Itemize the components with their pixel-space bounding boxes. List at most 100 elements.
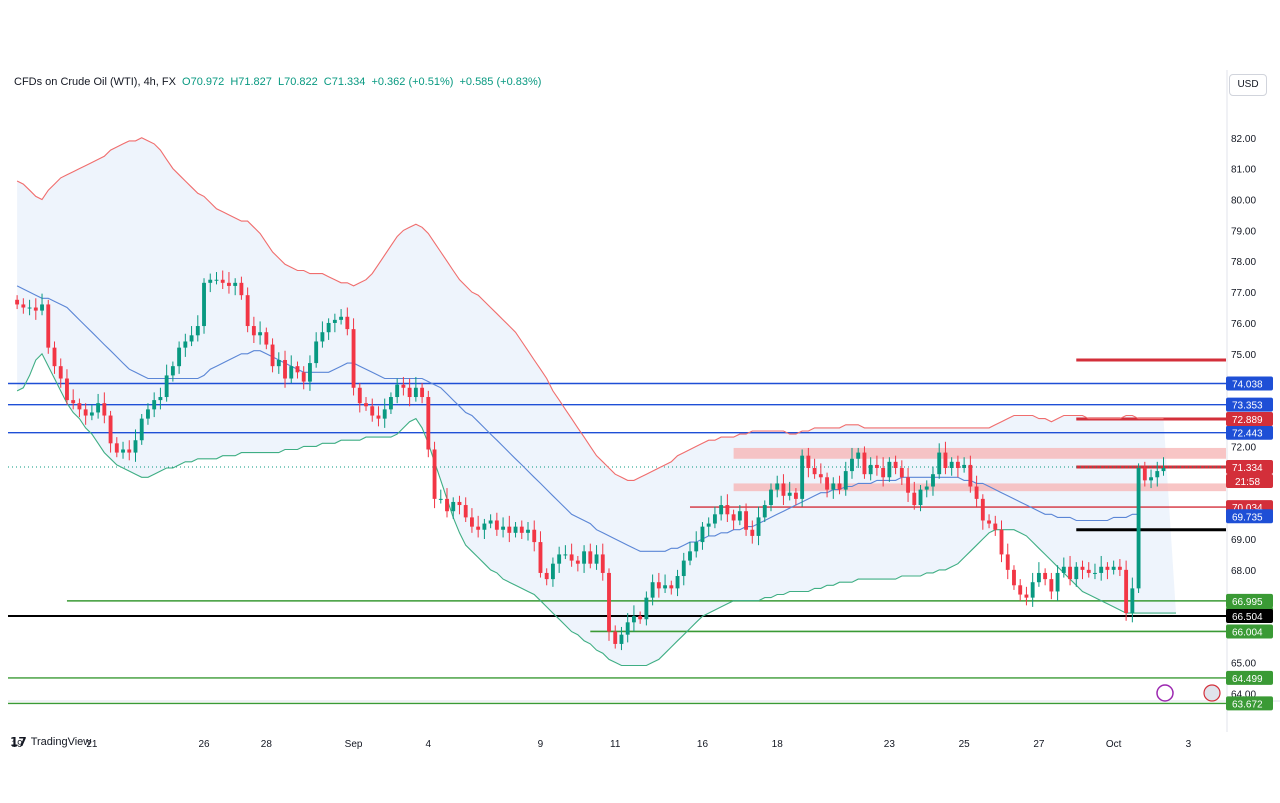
low-value: L70.822 <box>277 76 318 88</box>
candle-body <box>818 474 823 478</box>
candle-body <box>607 572 611 632</box>
candle-body <box>457 501 462 506</box>
symbol-label[interactable]: CFDs on Crude Oil (WTI), 4h, FX <box>14 76 176 88</box>
candle-body <box>881 468 886 478</box>
candle-body <box>1149 477 1153 481</box>
candle-body <box>1155 471 1160 478</box>
candle-body <box>77 403 82 410</box>
candle-body <box>89 412 94 416</box>
level-price-label-2: 72.443 <box>1232 429 1263 440</box>
level-price-label-6: 70.034 <box>1232 503 1263 514</box>
x-tick-label: 4 <box>426 739 432 750</box>
currency-button[interactable]: USD <box>1229 74 1267 96</box>
candle-body <box>27 307 32 309</box>
candle-body <box>139 418 144 441</box>
candle-body <box>993 523 998 530</box>
candle-body <box>968 464 973 487</box>
candle-body <box>924 486 929 490</box>
candle-body <box>170 366 175 376</box>
candle-body <box>438 498 443 500</box>
candle-body <box>195 326 200 336</box>
candle-body <box>856 452 861 459</box>
candle-body <box>712 514 717 524</box>
candle-body <box>351 329 356 388</box>
candle-body <box>58 366 63 379</box>
candle-body <box>955 461 960 469</box>
candle-body <box>382 409 387 419</box>
chart-legend: CFDs on Crude Oil (WTI), 4h, FX O70.972 … <box>14 76 544 88</box>
candle-body <box>1074 566 1079 580</box>
level-price-label-13: 64.499 <box>1232 674 1263 685</box>
candle-body <box>227 282 231 286</box>
candle-body <box>706 523 711 527</box>
level-price-tag-1 <box>1226 397 1273 412</box>
candle-body <box>1043 572 1048 580</box>
candle-body <box>1030 582 1035 598</box>
candle-body <box>550 563 555 580</box>
candle-body <box>644 597 649 620</box>
candle-body <box>245 295 250 327</box>
x-tick-label: 16 <box>697 739 709 750</box>
candle-body <box>943 452 948 469</box>
candle-body <box>283 359 287 379</box>
candle-body <box>413 387 418 398</box>
candle-body <box>575 560 580 564</box>
candle-body <box>345 316 350 330</box>
candle-body <box>251 326 256 336</box>
tradingview-logo[interactable]: 𝟭𝟳 TradingView <box>10 735 91 749</box>
candle-body <box>526 529 530 533</box>
candle-body <box>1093 572 1097 574</box>
candle-body <box>1005 554 1010 570</box>
level-price-tag-5 <box>1226 459 1273 474</box>
candle-body <box>233 282 238 286</box>
candle-body <box>1055 572 1060 592</box>
level-price-tag-14 <box>1226 696 1273 711</box>
candle-body <box>987 520 991 524</box>
candle-body <box>1018 585 1023 595</box>
candle-body <box>974 486 979 499</box>
change-value-2: +0.585 (+0.83%) <box>459 76 542 88</box>
candle-body <box>158 397 163 401</box>
candle-body <box>1068 566 1072 580</box>
candle-body <box>619 634 624 644</box>
candle-body <box>744 511 748 530</box>
x-tick-label: 21 <box>86 739 98 750</box>
candle-body <box>357 387 362 404</box>
candle-body <box>46 304 51 348</box>
candle-body <box>52 347 57 367</box>
candle-body <box>669 585 674 589</box>
y-tick-label: 75.00 <box>1231 350 1256 361</box>
candle-body <box>220 279 225 283</box>
level-price-tag-7 <box>1226 509 1273 524</box>
level-price-tag-13 <box>1226 670 1273 685</box>
price-chart[interactable]: 64.0065.0066.0067.0068.0069.0070.0071.00… <box>8 70 1280 770</box>
candle-body <box>837 483 842 490</box>
level-price-label-14: 63.672 <box>1232 699 1263 710</box>
candle-body <box>71 400 76 404</box>
candle-body <box>33 307 38 311</box>
candle-body <box>1099 566 1104 573</box>
candle-body <box>563 554 568 556</box>
candle-body <box>887 461 892 478</box>
candle-body <box>737 511 742 521</box>
candle-body <box>1130 588 1135 614</box>
candle-body <box>962 464 967 469</box>
candle-body <box>507 526 512 533</box>
level-price-tag-11 <box>1226 609 1273 624</box>
candle-body <box>874 464 879 469</box>
candle-body <box>1124 569 1129 614</box>
x-tick-label: 28 <box>261 739 273 750</box>
level-price-tag-0 <box>1226 376 1273 391</box>
x-tick-label: 25 <box>959 739 971 750</box>
chart-area[interactable]: 64.0065.0066.0067.0068.0069.0070.0071.00… <box>8 70 1280 750</box>
candle-body <box>731 514 736 521</box>
candle-body <box>258 332 263 336</box>
candle-body <box>314 341 319 364</box>
level-price-tag-2 <box>1226 425 1273 440</box>
candle-body <box>638 616 643 620</box>
candle-body <box>239 282 244 296</box>
candle-body <box>332 319 337 323</box>
candle-body <box>463 505 468 518</box>
candle-body <box>613 631 618 644</box>
candle-body <box>326 322 331 333</box>
